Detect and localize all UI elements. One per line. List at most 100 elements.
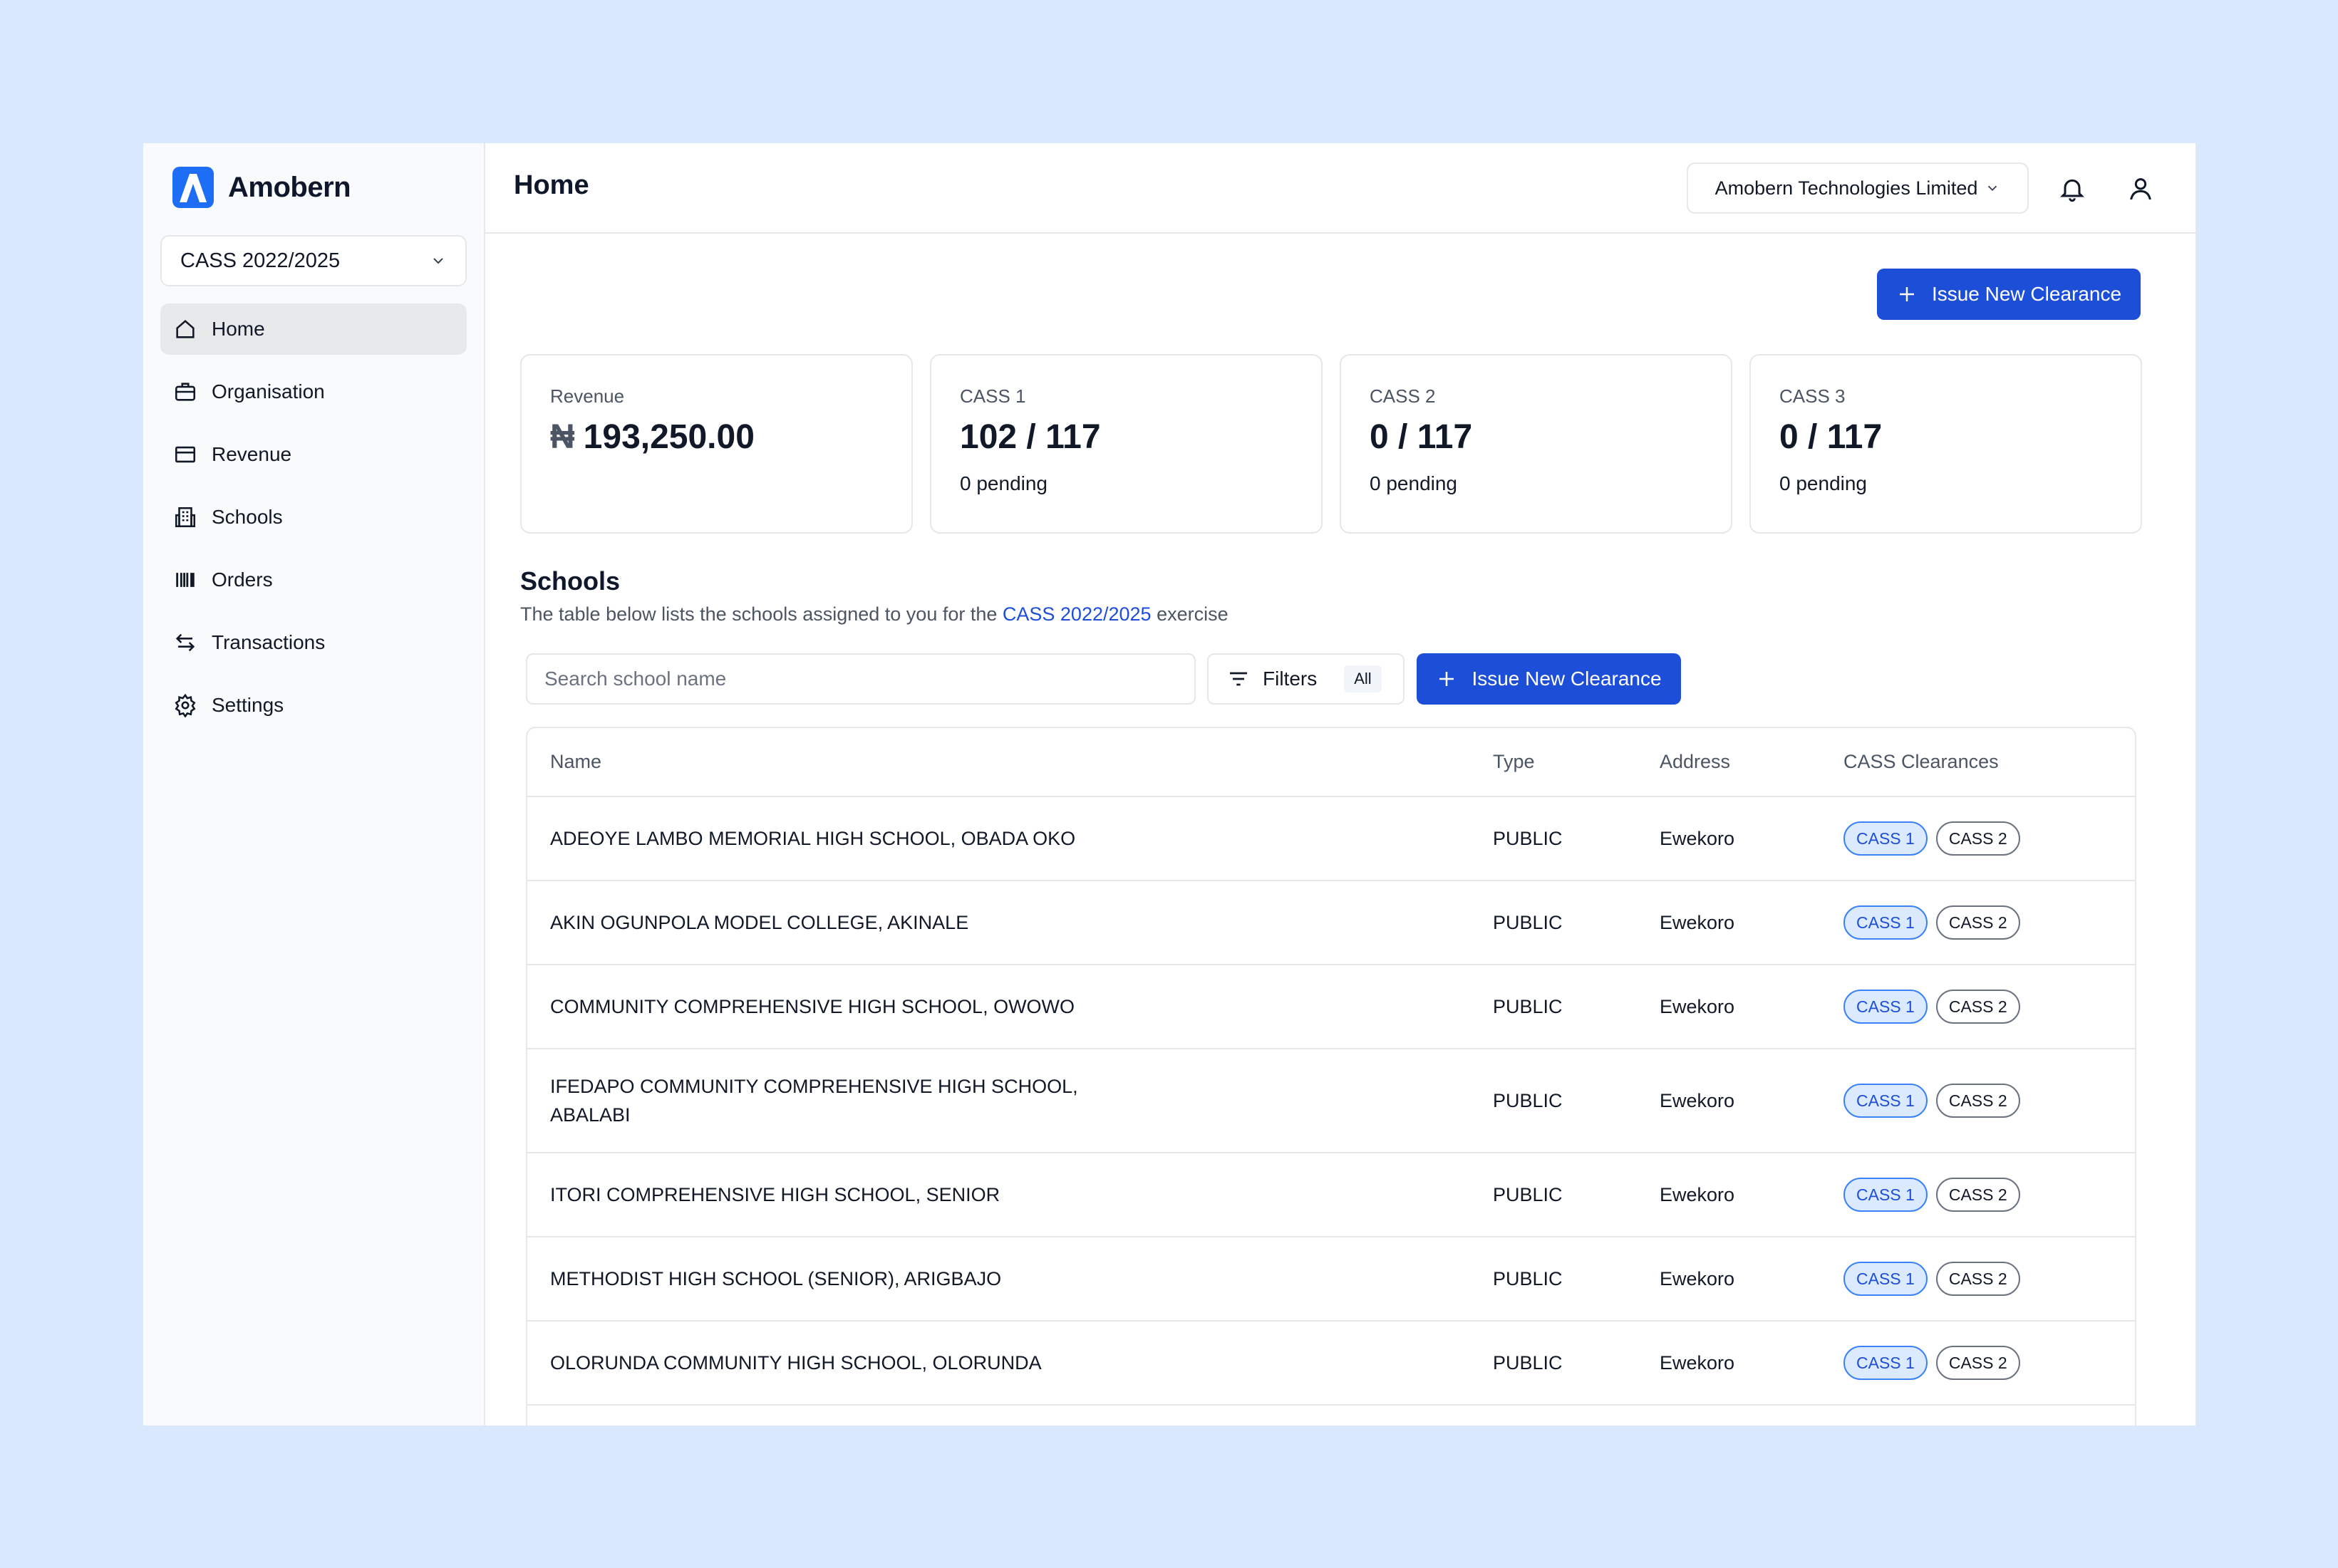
table-row[interactable]: IFEDAPO COMMUNITY COMPREHENSIVE HIGH SCH… xyxy=(527,1049,2135,1153)
stats-cards: Revenue ₦ 193,250.00 CASS 1 102 / 117 0 … xyxy=(520,354,2142,534)
cass-2-badge[interactable]: CASS 2 xyxy=(1935,1178,2020,1212)
brand[interactable]: Amobern xyxy=(172,167,351,208)
cass-2-badge[interactable]: CASS 2 xyxy=(1935,1262,2020,1296)
stat-value-number: 193,250.00 xyxy=(583,418,755,456)
sidebar-item-orders[interactable]: Orders xyxy=(160,554,467,606)
stat-label: CASS 1 xyxy=(960,385,1026,407)
table-row[interactable]: ADEOYE LAMBO MEMORIAL HIGH SCHOOL, OBADA… xyxy=(527,796,2135,881)
column-header-type[interactable]: Type xyxy=(1470,728,1637,797)
filters-label: Filters xyxy=(1263,668,1318,690)
stat-value: 0 / 117 xyxy=(1779,418,1883,456)
organization-select[interactable]: Amobern Technologies Limited xyxy=(1687,162,2029,214)
school-address: Ewekoro xyxy=(1637,1237,1821,1322)
school-type: PUBLIC xyxy=(1470,1237,1637,1322)
sidebar-item-label: Home xyxy=(212,318,265,340)
issue-new-clearance-label: Issue New Clearance xyxy=(1471,668,1662,690)
cass-1-badge[interactable]: CASS 1 xyxy=(1843,1084,1928,1118)
stat-label: CASS 2 xyxy=(1370,385,1436,407)
gear-icon xyxy=(173,693,197,717)
sidebar-item-settings[interactable]: Settings xyxy=(160,680,467,731)
desc-text-end: exercise xyxy=(1151,603,1229,625)
plus-icon xyxy=(1439,672,1454,686)
column-header-address[interactable]: Address xyxy=(1637,728,1821,797)
cass-1-badge[interactable]: CASS 1 xyxy=(1843,1346,1928,1380)
cass-2-badge[interactable]: CASS 2 xyxy=(1935,821,2020,856)
school-address: Ewekoro xyxy=(1637,1049,1821,1153)
desc-text: The table below lists the schools assign… xyxy=(520,603,1003,625)
building-icon xyxy=(173,505,197,529)
stat-card-cass-1: CASS 1 102 / 117 0 pending xyxy=(930,354,1323,534)
school-name: COMMUNITY COMPREHENSIVE HIGH SCHOOL, OWO… xyxy=(527,965,1470,1049)
sidebar-item-transactions[interactable]: Transactions xyxy=(160,617,467,668)
cass-2-badge[interactable]: CASS 2 xyxy=(1935,1346,2020,1380)
swap-icon xyxy=(173,630,197,655)
filters-badge: All xyxy=(1344,665,1382,692)
cass-1-badge[interactable]: CASS 1 xyxy=(1843,1262,1928,1296)
school-clearances: CASS 1 CASS 2 xyxy=(1821,965,2135,1049)
school-clearances: CASS 1 CASS 2 xyxy=(1821,1049,2135,1153)
school-clearances: CASS 1 CASS 2 xyxy=(1821,1321,2135,1406)
stat-value: 102 / 117 xyxy=(960,418,1101,456)
page-title: Home xyxy=(514,170,589,200)
school-name-text: METHODIST HIGH SCHOOL (SENIOR), ARIGBAJO xyxy=(550,1268,1002,1289)
school-clearances: CASS 1 CASS 2 xyxy=(1821,796,2135,881)
school-address: Ewekoro xyxy=(1637,1153,1821,1237)
stat-card-cass-3: CASS 3 0 / 117 0 pending xyxy=(1749,354,2142,534)
schools-table: Name Type Address CASS Clearances ADEOYE… xyxy=(526,727,2136,1426)
school-clearances: CASS 1 CASS 2 xyxy=(1821,1237,2135,1322)
stat-card-revenue: Revenue ₦ 193,250.00 xyxy=(520,354,913,534)
brand-name: Amobern xyxy=(228,171,351,203)
cass-1-badge[interactable]: CASS 1 xyxy=(1843,990,1928,1024)
stat-sub: 0 pending xyxy=(1370,472,1458,494)
school-type: PUBLIC xyxy=(1470,1321,1637,1406)
school-name-text: COMMUNITY COMPREHENSIVE HIGH SCHOOL, OWO… xyxy=(550,996,1075,1017)
table-row[interactable]: AKIN OGUNPOLA MODEL COLLEGE, AKINALE PUB… xyxy=(527,881,2135,965)
amobern-logo-icon xyxy=(172,167,214,208)
cass-1-badge[interactable]: CASS 1 xyxy=(1843,905,1928,940)
school-address: Ewekoro xyxy=(1637,881,1821,965)
issue-new-clearance-label: Issue New Clearance xyxy=(1931,283,2122,305)
sidebar-item-label: Schools xyxy=(212,506,283,528)
user-icon[interactable] xyxy=(2126,175,2155,203)
issue-new-clearance-button-secondary[interactable]: Issue New Clearance xyxy=(1417,653,1681,705)
stat-value: ₦ 193,250.00 xyxy=(550,417,883,457)
main-content: Home Amobern Technologies Limited Issue … xyxy=(485,143,2195,1426)
sidebar-item-home[interactable]: Home xyxy=(160,303,467,355)
stat-sub: 0 pending xyxy=(960,472,1048,494)
issue-new-clearance-button[interactable]: Issue New Clearance xyxy=(1877,269,2141,320)
school-name: IFEDAPO COMMUNITY COMPREHENSIVE HIGH SCH… xyxy=(527,1049,1470,1153)
barcode-icon xyxy=(173,568,197,592)
sidebar-nav: Home Organisation Revenue Schools xyxy=(160,303,467,742)
search-school-input[interactable] xyxy=(526,653,1196,705)
school-name-text: OLORUNDA COMMUNITY HIGH SCHOOL, OLORUNDA xyxy=(550,1352,1042,1374)
cass-2-badge[interactable]: CASS 2 xyxy=(1935,905,2020,940)
schools-section-title: Schools xyxy=(520,566,621,596)
school-type: PUBLIC xyxy=(1470,881,1637,965)
column-header-clearances[interactable]: CASS Clearances xyxy=(1821,728,2135,797)
sidebar-item-revenue[interactable]: Revenue xyxy=(160,429,467,480)
naira-symbol: ₦ xyxy=(550,418,575,456)
table-row[interactable]: METHODIST HIGH SCHOOL (SENIOR), ARIGBAJO… xyxy=(527,1237,2135,1322)
bell-icon[interactable] xyxy=(2058,175,2086,203)
stat-value: 0 / 117 xyxy=(1370,418,1473,456)
cass-2-badge[interactable]: CASS 2 xyxy=(1935,990,2020,1024)
sidebar-item-label: Revenue xyxy=(212,443,292,465)
cass-2-badge[interactable]: CASS 2 xyxy=(1935,1084,2020,1118)
filter-icon xyxy=(1230,672,1247,686)
table-row[interactable]: COMMUNITY COMPREHENSIVE HIGH SCHOOL, OWO… xyxy=(527,965,2135,1049)
period-select[interactable]: CASS 2022/2025 xyxy=(160,235,467,286)
sidebar-item-label: Transactions xyxy=(212,631,326,653)
table-row[interactable]: ITORI COMPREHENSIVE HIGH SCHOOL, SENIOR … xyxy=(527,1153,2135,1237)
column-header-name[interactable]: Name xyxy=(527,728,1470,797)
school-address: Ewekoro xyxy=(1637,1321,1821,1406)
chevron-down-icon xyxy=(433,258,443,264)
school-clearances: CASS 1 CASS 2 xyxy=(1821,881,2135,965)
sidebar-item-organisation[interactable]: Organisation xyxy=(160,366,467,417)
home-icon xyxy=(173,317,197,341)
cass-1-badge[interactable]: CASS 1 xyxy=(1843,821,1928,856)
cass-1-badge[interactable]: CASS 1 xyxy=(1843,1178,1928,1212)
filters-button[interactable]: Filters All xyxy=(1207,653,1405,705)
table-row[interactable]: OLORUNDA COMMUNITY HIGH SCHOOL, OLORUNDA… xyxy=(527,1321,2135,1406)
sidebar-item-schools[interactable]: Schools xyxy=(160,492,467,543)
school-name: ADEOYE LAMBO MEMORIAL HIGH SCHOOL, OBADA… xyxy=(527,796,1470,881)
